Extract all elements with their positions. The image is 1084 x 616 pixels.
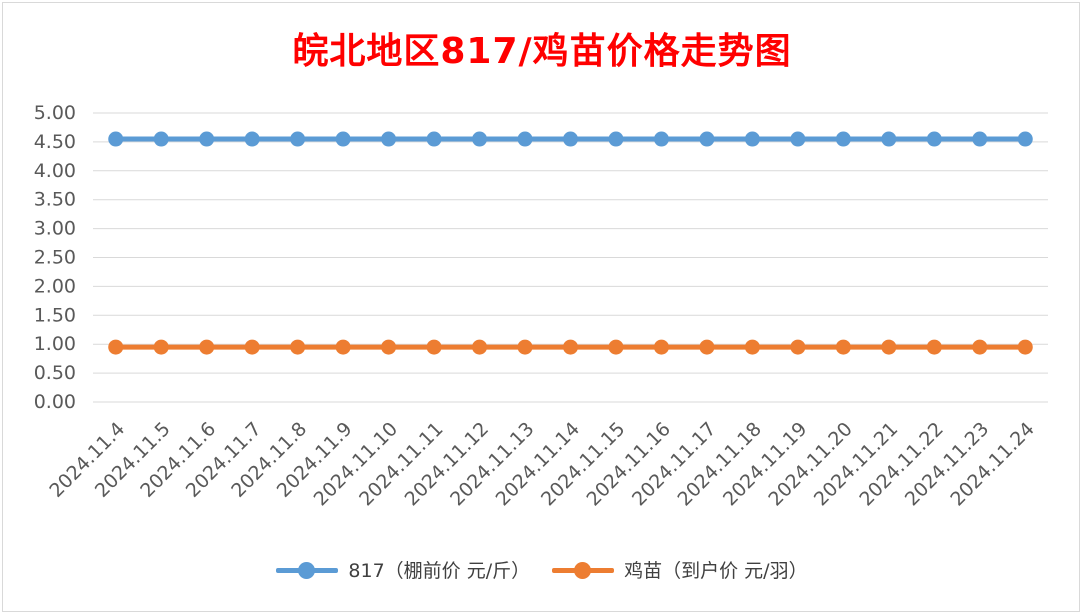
data-point (244, 339, 260, 355)
data-point (1017, 339, 1033, 355)
data-point (290, 339, 306, 355)
data-point (108, 339, 124, 355)
legend-swatch-817 (276, 561, 339, 579)
y-tick-label: 1.00 (34, 333, 76, 355)
data-point (563, 131, 578, 147)
chart-title: 皖北地区817/鸡苗价格走势图 (292, 31, 792, 72)
data-point (335, 339, 351, 355)
data-point (881, 339, 897, 355)
legend-label-chick: 鸡苗（到户价 元/羽） (624, 560, 808, 582)
data-point (381, 131, 397, 147)
data-point (699, 339, 715, 355)
data-point (972, 339, 988, 355)
data-point (335, 131, 351, 147)
data-point (244, 131, 260, 147)
legend-label-817: 817（棚前价 元/斤） (348, 560, 531, 582)
data-point (199, 131, 215, 147)
data-point (835, 131, 851, 147)
y-tick-label: 3.50 (34, 189, 76, 211)
data-point (744, 339, 760, 355)
y-tick-label: 3.00 (34, 218, 76, 240)
data-point (426, 339, 442, 355)
data-point (199, 339, 215, 355)
data-point (290, 131, 306, 147)
data-point (744, 131, 760, 147)
data-point (517, 339, 533, 355)
y-tick-label: 5.00 (34, 102, 76, 124)
data-point (472, 339, 488, 355)
data-point (426, 131, 442, 147)
y-tick-label: 4.50 (34, 131, 76, 153)
data-point (926, 339, 942, 355)
legend-swatch-chick (552, 561, 615, 579)
data-point (1017, 131, 1033, 147)
data-point (790, 131, 806, 147)
data-point (381, 339, 397, 355)
data-point (472, 131, 488, 147)
data-point (790, 339, 806, 355)
y-tick-label: 2.50 (34, 247, 76, 269)
data-point (608, 339, 624, 355)
data-point (699, 131, 715, 147)
y-tick-label: 2.00 (34, 275, 76, 297)
data-point (517, 131, 533, 147)
data-point (972, 131, 988, 147)
chart-legend: 817（棚前价 元/斤） 鸡苗（到户价 元/羽） (0, 556, 1084, 583)
data-point (153, 131, 169, 147)
data-point (653, 131, 669, 147)
data-point (153, 339, 169, 355)
data-point (608, 131, 624, 147)
y-tick-label: 0.00 (34, 391, 76, 413)
y-tick-label: 1.50 (34, 304, 76, 326)
y-tick-label: 4.00 (34, 160, 76, 182)
data-point (563, 339, 578, 355)
y-tick-label: 0.50 (34, 362, 76, 384)
data-point (653, 339, 669, 355)
data-point (835, 339, 851, 355)
data-point (926, 131, 942, 147)
legend-item-817: 817（棚前价 元/斤） (276, 556, 530, 583)
legend-item-chick: 鸡苗（到户价 元/羽） (552, 556, 808, 583)
data-point (108, 131, 124, 147)
data-point (881, 131, 897, 147)
